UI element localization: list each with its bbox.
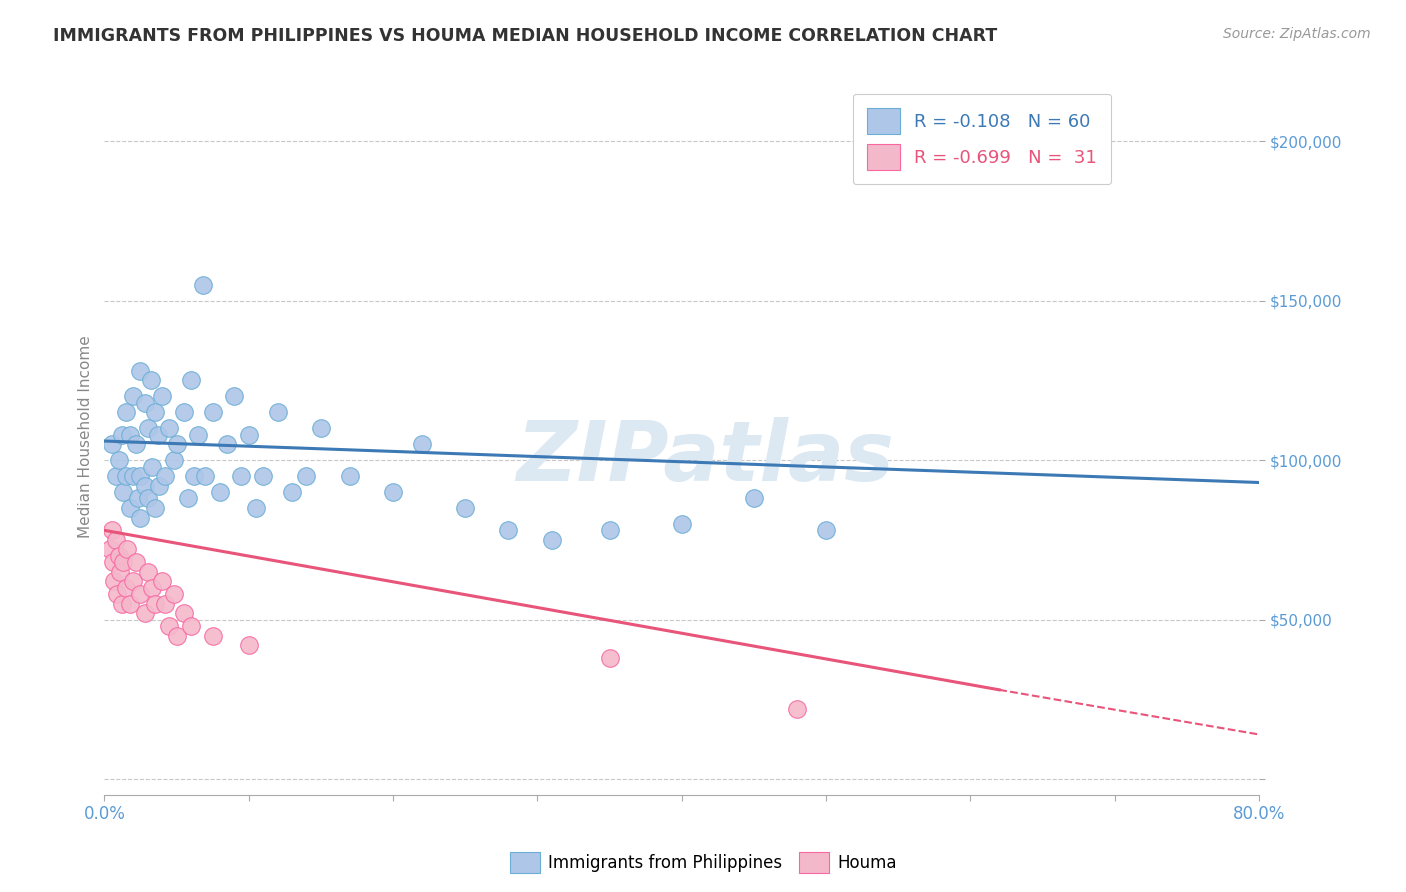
Point (201, 629, 224, 643)
Point (141, 581, 163, 595)
Point (134, 478, 156, 492)
Point (110, 565, 132, 579)
Legend: Immigrants from Philippines, Houma: Immigrants from Philippines, Houma (503, 846, 903, 880)
Point (173, 405, 195, 419)
Point (173, 607, 195, 621)
Point (129, 469, 152, 483)
Point (157, 619, 180, 633)
Point (115, 581, 138, 595)
Point (163, 453, 186, 467)
Point (153, 597, 176, 611)
Point (177, 491, 200, 506)
Point (120, 501, 142, 516)
Point (148, 478, 170, 492)
Point (238, 427, 260, 442)
Text: IMMIGRANTS FROM PHILIPPINES VS HOUMA MEDIAN HOUSEHOLD INCOME CORRELATION CHART: IMMIGRANTS FROM PHILIPPINES VS HOUMA MED… (53, 27, 998, 45)
Point (266, 405, 288, 419)
Point (125, 555, 148, 569)
Point (117, 542, 139, 557)
Point (143, 597, 166, 611)
Y-axis label: Median Household Income: Median Household Income (79, 334, 93, 538)
Point (125, 437, 148, 451)
Point (112, 485, 135, 500)
Point (183, 469, 205, 483)
Point (122, 574, 145, 589)
Point (252, 469, 274, 483)
Point (454, 501, 477, 516)
Point (157, 421, 180, 435)
Point (136, 491, 159, 506)
Point (163, 587, 186, 601)
Point (224, 389, 246, 403)
Point (134, 607, 156, 621)
Point (309, 421, 332, 435)
Point (141, 459, 163, 474)
Point (146, 427, 169, 442)
Point (150, 389, 173, 403)
Point (134, 396, 156, 410)
Point (194, 469, 217, 483)
Point (129, 587, 152, 601)
Point (150, 574, 173, 589)
Point (98, 542, 121, 557)
Point (166, 629, 188, 643)
Text: Source: ZipAtlas.com: Source: ZipAtlas.com (1223, 27, 1371, 41)
Point (108, 453, 131, 467)
Point (215, 437, 238, 451)
Legend: R = -0.108   N = 60, R = -0.699   N =  31: R = -0.108 N = 60, R = -0.699 N = 31 (853, 94, 1111, 185)
Text: ZIPatlas: ZIPatlas (516, 417, 894, 499)
Point (201, 405, 224, 419)
Point (122, 389, 145, 403)
Point (339, 469, 361, 483)
Point (105, 587, 128, 601)
Point (136, 421, 159, 435)
Point (104, 469, 127, 483)
Point (411, 437, 433, 451)
Point (104, 533, 127, 547)
Point (143, 501, 166, 516)
Point (599, 524, 621, 538)
Point (143, 405, 166, 419)
Point (120, 597, 142, 611)
Point (103, 574, 125, 589)
Point (129, 510, 152, 524)
Point (180, 619, 202, 633)
Point (111, 597, 134, 611)
Point (187, 427, 209, 442)
Point (136, 565, 159, 579)
Point (115, 405, 138, 419)
Point (814, 524, 837, 538)
Point (180, 373, 202, 387)
Point (166, 437, 188, 451)
Point (540, 533, 562, 547)
Point (139, 373, 162, 387)
Point (115, 469, 138, 483)
Point (231, 469, 253, 483)
Point (295, 469, 318, 483)
Point (498, 524, 520, 538)
Point (100, 437, 122, 451)
Point (281, 485, 304, 500)
Point (245, 501, 267, 516)
Point (671, 516, 693, 531)
Point (238, 638, 260, 652)
Point (153, 469, 176, 483)
Point (111, 427, 134, 442)
Point (382, 485, 405, 500)
Point (191, 277, 214, 292)
Point (129, 364, 152, 378)
Point (786, 702, 808, 716)
Point (101, 555, 124, 569)
Point (127, 491, 149, 506)
Point (208, 485, 231, 500)
Point (100, 524, 122, 538)
Point (108, 549, 131, 563)
Point (120, 427, 142, 442)
Point (599, 651, 621, 665)
Point (112, 555, 135, 569)
Point (742, 491, 765, 506)
Point (122, 469, 145, 483)
